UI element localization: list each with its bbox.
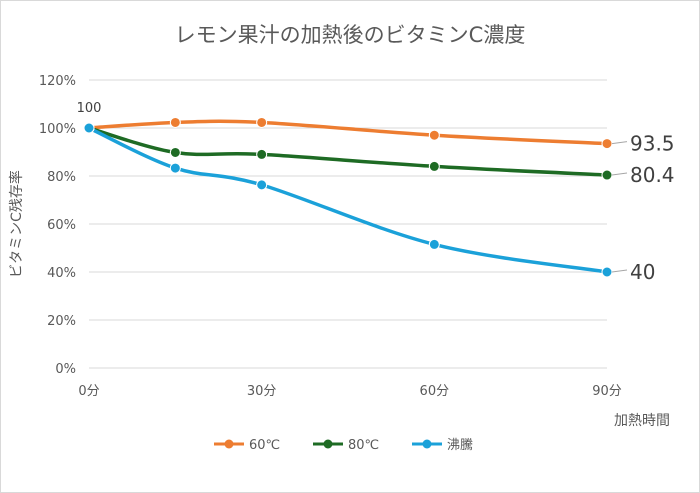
legend-label-80c: 80℃: [348, 438, 379, 453]
data-point-60c: [169, 116, 181, 128]
y-tick-label: 100%: [39, 122, 76, 137]
series-line-boiling: [87, 126, 609, 274]
data-label-60c: 93.5: [630, 132, 675, 156]
data-label-leader: [611, 172, 628, 176]
x-axis-ticks: 0分 30分 60分 90分: [78, 384, 621, 399]
legend-marker-boiling: [422, 439, 432, 449]
data-point-boiling: [169, 162, 181, 174]
y-tick-label: 20%: [47, 314, 76, 329]
data-point-boiling: [256, 179, 268, 191]
x-axis-label: 加熱時間: [614, 413, 670, 429]
data-point-80c: [256, 148, 268, 160]
data-label-80c: 80.4: [630, 163, 675, 187]
x-tick-label: 60分: [420, 384, 450, 399]
legend-marker-60c: [224, 439, 234, 449]
y-tick-label: 0%: [55, 362, 76, 377]
data-label-leader: [611, 141, 628, 145]
data-point-60c: [428, 129, 440, 141]
data-labels: 100 93.5 80.4 40: [77, 101, 675, 284]
x-tick-label: 0分: [78, 384, 99, 399]
data-point-60c: [256, 116, 268, 128]
y-axis-ticks: 0% 20% 40% 60% 80% 100% 120%: [39, 74, 76, 377]
x-tick-label: 90分: [592, 384, 622, 399]
data-point-80c: [428, 160, 440, 172]
series-lines: [83, 116, 613, 278]
data-label-leader: [611, 269, 628, 273]
data-point-80c: [169, 146, 181, 158]
data-label-start: 100: [77, 101, 102, 116]
legend-label-boiling: 沸騰: [447, 437, 473, 453]
series-line-60c: [87, 119, 609, 146]
series-line-80c: [87, 126, 609, 177]
legend-label-60c: 60℃: [249, 438, 280, 453]
y-tick-label: 60%: [47, 218, 76, 233]
y-tick-label: 120%: [39, 74, 76, 89]
y-axis-label: ビタミンC残存率: [8, 170, 25, 278]
y-tick-label: 80%: [47, 170, 76, 185]
x-tick-label: 30分: [247, 384, 277, 399]
chart-title: レモン果汁の加熱後のビタミンC濃度: [175, 23, 526, 47]
data-point-boiling: [601, 266, 613, 278]
data-point-60c: [601, 138, 613, 150]
data-point-80c: [601, 169, 613, 181]
y-tick-label: 40%: [47, 266, 76, 281]
grid: [89, 79, 607, 369]
legend-marker-80c: [323, 439, 333, 449]
data-label-boiling: 40: [630, 260, 655, 284]
legend: 60℃ 80℃ 沸騰: [214, 437, 473, 453]
data-point-boiling: [428, 238, 440, 250]
data-point-boiling: [83, 122, 95, 134]
